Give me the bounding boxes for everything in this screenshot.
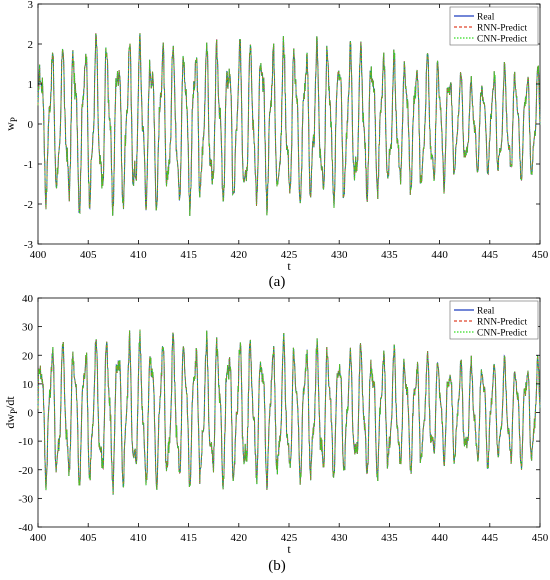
y-tick-label: 10 bbox=[22, 379, 34, 391]
x-tick-label: 420 bbox=[231, 249, 248, 261]
y-axis-label-main: dw bbox=[3, 414, 17, 429]
x-tick-label: 430 bbox=[331, 532, 348, 544]
y-tick-label: 3 bbox=[28, 0, 34, 11]
x-axis-label: t bbox=[287, 542, 291, 556]
y-tick-label: -20 bbox=[18, 465, 33, 477]
chart-panel-1: 400 405 410 415 420 425 430 435 440 445 450 -3 -2 -1 0… bbox=[3, 0, 549, 290]
y-tick-label: 0 bbox=[28, 408, 34, 420]
legend-box bbox=[449, 300, 539, 340]
x-tick-label: 410 bbox=[130, 249, 147, 261]
x-tick-label: 425 bbox=[281, 532, 298, 544]
legend-label: RNN-Predict bbox=[477, 318, 527, 328]
y-axis-label-main: w bbox=[3, 122, 17, 131]
x-tick-label: 415 bbox=[180, 532, 197, 544]
x-tick-label: 440 bbox=[431, 532, 448, 544]
legend-label: RNN-Predict bbox=[477, 24, 527, 34]
x-tick-label: 445 bbox=[482, 532, 499, 544]
x-tick-label: 410 bbox=[130, 532, 147, 544]
series-line-cnn-predict bbox=[37, 329, 541, 495]
legend-label: CNN-Predict bbox=[477, 35, 527, 45]
x-tick-label: 450 bbox=[532, 532, 549, 544]
x-tick-label: 445 bbox=[482, 249, 499, 261]
y-tick-label: -30 bbox=[18, 493, 33, 505]
y-tick-label: 2 bbox=[28, 39, 34, 51]
y-tick-label: -1 bbox=[24, 159, 33, 171]
x-tick-label: 435 bbox=[381, 249, 398, 261]
y-tick-label: -10 bbox=[18, 436, 33, 448]
x-axis-label: t bbox=[287, 259, 291, 273]
y-axis-label-tail: /dt bbox=[3, 396, 17, 409]
y-tick-label: 40 bbox=[22, 293, 34, 305]
legend-box bbox=[449, 6, 539, 46]
chart-panel-2: 400 405 410 415 420 425 430 435 440 445 450-40-30-… bbox=[3, 293, 549, 574]
x-tick-label: 425 bbox=[281, 249, 298, 261]
y-tick-label: 30 bbox=[22, 322, 34, 334]
y-tick-label: 0 bbox=[28, 119, 34, 131]
x-tick-label: 430 bbox=[331, 249, 348, 261]
series-line-cnn-predict bbox=[37, 33, 541, 216]
y-axis-label: dwP/dt bbox=[3, 396, 19, 429]
y-tick-label: -40 bbox=[18, 522, 33, 534]
legend-label: Real bbox=[477, 307, 495, 317]
x-tick-label: 415 bbox=[180, 249, 197, 261]
x-tick-label: 400 bbox=[30, 532, 47, 544]
y-axis-label-subscript: P bbox=[9, 117, 19, 122]
x-tick-label: 435 bbox=[381, 532, 398, 544]
y-tick-label: 1 bbox=[28, 79, 34, 91]
x-tick-label: 440 bbox=[431, 249, 448, 261]
y-tick-label: -3 bbox=[24, 239, 34, 251]
y-axis-label: wP bbox=[3, 117, 19, 131]
y-tick-label: 20 bbox=[22, 350, 34, 362]
legend-label: CNN-Predict bbox=[477, 329, 527, 339]
legend-label: Real bbox=[477, 13, 495, 23]
panel-caption: (b) bbox=[268, 558, 286, 574]
x-tick-label: 450 bbox=[532, 249, 549, 261]
panel-caption: (a) bbox=[269, 274, 286, 290]
x-tick-label: 420 bbox=[231, 532, 248, 544]
y-tick-label: -2 bbox=[24, 199, 33, 211]
x-tick-label: 405 bbox=[80, 249, 97, 261]
x-tick-label: 405 bbox=[80, 532, 97, 544]
y-axis-label-subscript: P bbox=[9, 409, 19, 414]
x-tick-label: 400 bbox=[30, 249, 47, 261]
